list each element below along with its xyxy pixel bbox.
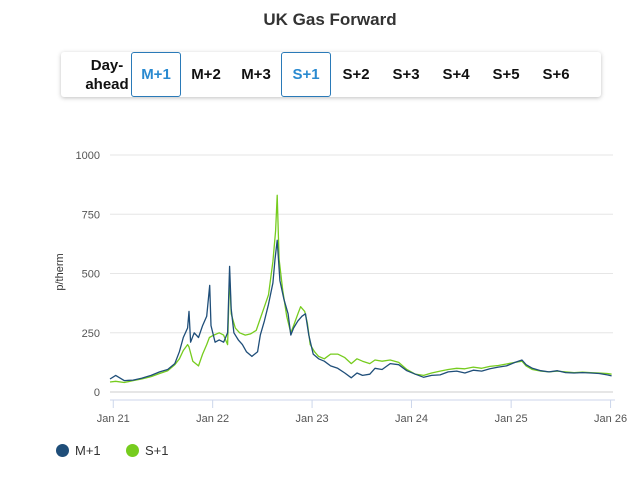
legend-item-m1[interactable]: M+1	[56, 443, 101, 458]
legend-marker-m1	[56, 444, 69, 457]
product-tab-bar: Day- ahead M+1 M+2 M+3 S+1 S+2 S+3 S+4 S…	[61, 52, 601, 97]
x-axis: Jan 21 Jan 22 Jan 23 Jan 24 Jan 25 Jan 26	[97, 399, 627, 425]
tab-m1[interactable]: M+1	[131, 52, 181, 97]
x-tick-label: Jan 25	[495, 413, 528, 425]
legend-item-s1[interactable]: S+1	[126, 443, 169, 458]
tab-s3[interactable]: S+3	[392, 66, 420, 83]
x-tick-label: Jan 22	[196, 413, 229, 425]
legend-label-s1: S+1	[145, 443, 169, 458]
x-tick-label: Jan 23	[296, 413, 329, 425]
y-tick-labels: 0 250 500 750 1000	[76, 150, 100, 399]
tab-m3[interactable]: M+3	[241, 66, 271, 83]
y-axis-label: p/therm	[54, 253, 66, 290]
y-tick-label: 750	[82, 209, 100, 221]
chart-title: UK Gas Forward	[263, 10, 397, 29]
tab-m2[interactable]: M+2	[191, 66, 221, 83]
y-tick-label: 250	[82, 328, 100, 340]
legend-marker-s1	[126, 444, 139, 457]
series-line-s1	[109, 194, 612, 384]
legend-label-m1: M+1	[75, 443, 101, 458]
tab-s4[interactable]: S+4	[442, 66, 470, 83]
tab-s2[interactable]: S+2	[342, 66, 370, 83]
x-tick-label: Jan 21	[97, 413, 130, 425]
x-tick-label: Jan 24	[395, 413, 428, 425]
tab-day-ahead[interactable]: Day- ahead	[85, 56, 129, 93]
tab-s6[interactable]: S+6	[542, 66, 570, 83]
y-tick-label: 0	[94, 387, 100, 399]
series-line-m1	[109, 239, 612, 382]
tab-s5[interactable]: S+5	[492, 66, 520, 83]
y-tick-label: 1000	[76, 150, 100, 162]
x-tick-label: Jan 26	[594, 413, 627, 425]
series-lines	[109, 194, 612, 384]
y-tick-label: 500	[82, 269, 100, 281]
tab-s1[interactable]: S+1	[281, 52, 331, 97]
gridlines	[110, 154, 613, 393]
